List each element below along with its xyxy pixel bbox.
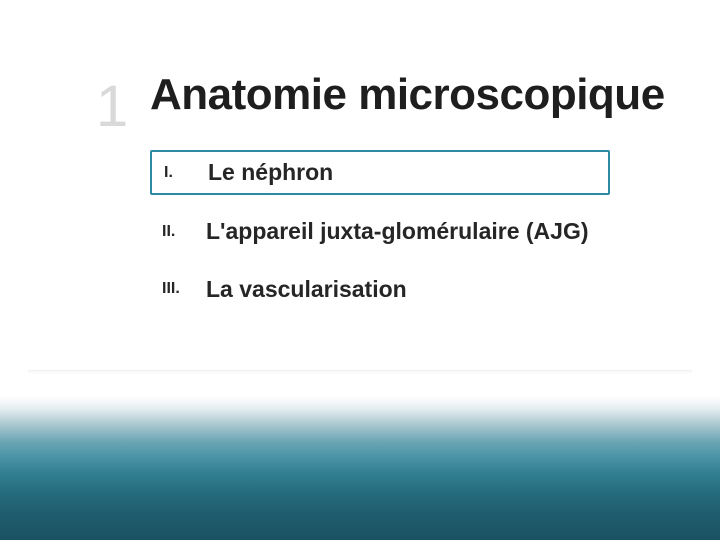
divider	[28, 370, 692, 371]
list-item: I. Le néphron	[150, 150, 610, 195]
outline-list: I. Le néphron II. L'appareil juxta-glomé…	[150, 150, 610, 326]
slide-number: 1	[96, 78, 128, 136]
list-roman: III.	[162, 280, 206, 298]
list-label: L'appareil juxta-glomérulaire (AJG)	[206, 219, 589, 244]
list-item: II. L'appareil juxta-glomérulaire (AJG)	[150, 211, 610, 252]
list-label: Le néphron	[208, 160, 333, 185]
page-title: Anatomie microscopique	[150, 72, 665, 118]
list-label: La vascularisation	[206, 277, 407, 302]
list-roman: I.	[164, 164, 208, 182]
list-item: III. La vascularisation	[150, 269, 610, 310]
accent-band	[0, 396, 720, 540]
slide: 1 Anatomie microscopique I. Le néphron I…	[0, 0, 720, 540]
list-roman: II.	[162, 223, 206, 241]
